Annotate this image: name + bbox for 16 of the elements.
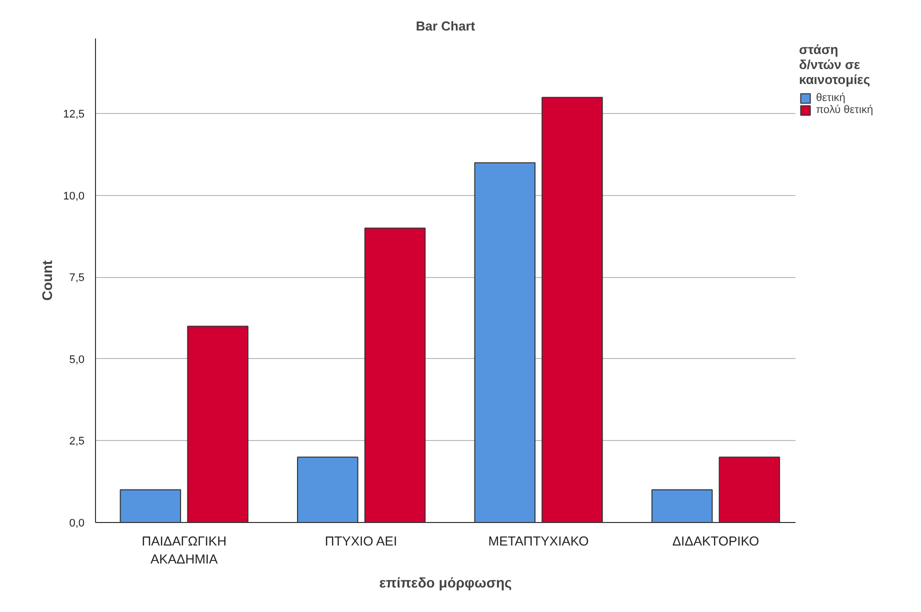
chart-title: Bar Chart — [416, 18, 476, 34]
y-tick-label: 2,5 — [69, 436, 85, 448]
y-tick-label: 5,0 — [69, 354, 85, 366]
x-tick-label: ΠΤΥΧΙΟ ΑΕΙ — [324, 534, 398, 548]
y-axis-title: Count — [39, 260, 56, 301]
x-tick-label: ΜΕΤΑΠΤΥΧΙΑΚΟ — [488, 534, 589, 548]
y-tick-label: 7,5 — [69, 272, 85, 284]
legend-title: στάση δ/ντών σε καινοτομίες — [799, 42, 872, 87]
y-tick-label: 0,0 — [69, 518, 85, 530]
y-tick-label: 10,0 — [63, 190, 85, 202]
x-tick-label: ΠΑΙΔΑΓΩΓΙΚΗ ΑΚΑΔΗΜΙΑ — [142, 534, 226, 566]
legend-label: πολύ θετική — [816, 104, 874, 116]
y-tick-label: 12,5 — [63, 108, 85, 121]
legend-label: θετική — [816, 92, 846, 104]
x-tick-label: ΔΙΔΑΚΤΟΡΙΚΟ — [672, 534, 760, 548]
x-axis-title: επίπεδο μόρφωσης — [379, 574, 512, 590]
